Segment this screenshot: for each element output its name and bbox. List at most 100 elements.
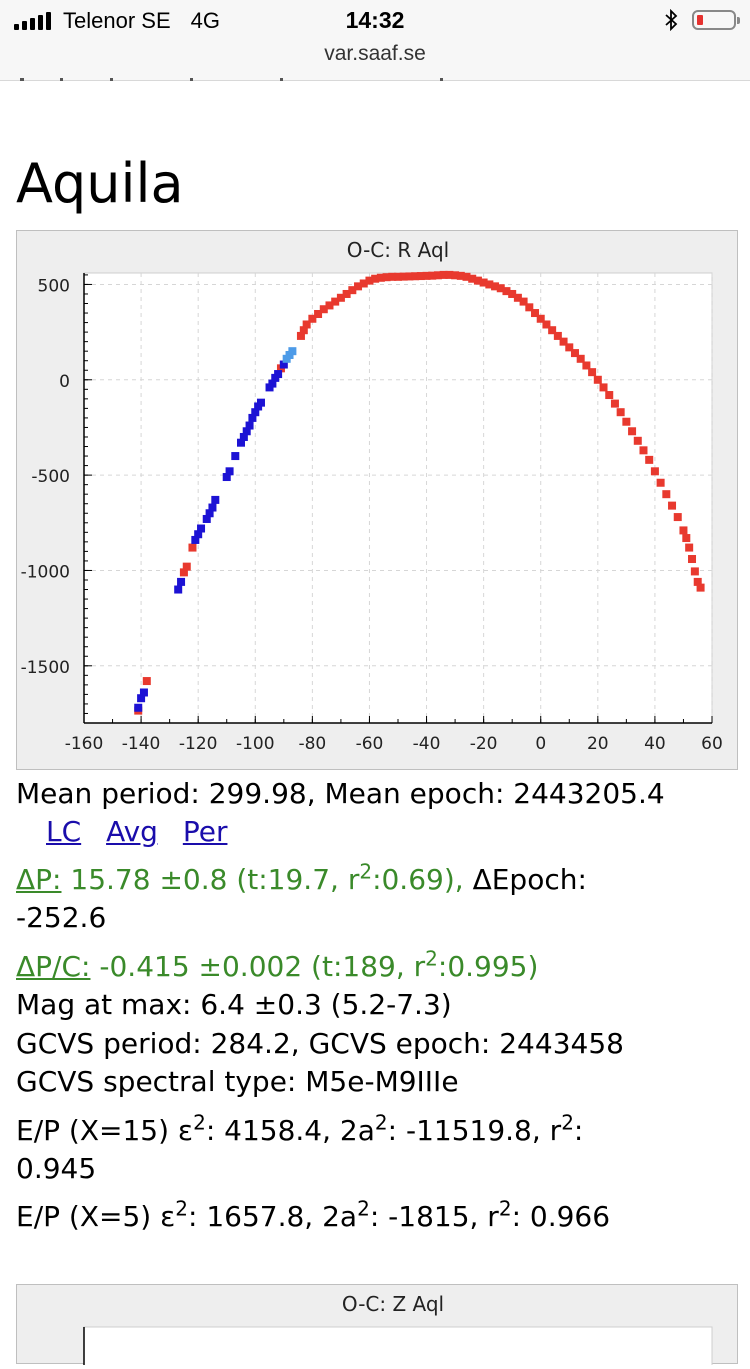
x-tick-label: -100	[236, 734, 275, 754]
y-tick-label: 500	[38, 276, 70, 296]
delta-period-value: 15.78 ±0.8 (t:19.7, r	[61, 863, 360, 896]
superscript: 2	[374, 1110, 388, 1135]
delta-epoch-label: ΔEpoch:	[463, 863, 587, 896]
cut-off-text-row	[0, 68, 750, 82]
x-tick-label: 40	[644, 734, 666, 754]
superscript: 2	[561, 1110, 574, 1135]
data-point	[174, 585, 183, 594]
data-point	[405, 272, 414, 281]
data-point	[354, 282, 363, 291]
battery-icon	[692, 10, 740, 30]
data-point	[208, 503, 217, 512]
data-point	[376, 273, 385, 282]
data-point	[256, 398, 265, 407]
superscript: 2	[357, 1196, 370, 1221]
address-bar[interactable]: var.saaf.se	[324, 42, 426, 65]
data-point	[134, 703, 143, 712]
data-point	[682, 534, 691, 543]
data-point	[342, 289, 351, 298]
links-row: LC Avg Per	[46, 815, 227, 849]
superscript: 2	[359, 859, 373, 884]
ep-x5-line: E/P (X=5) ε2: 1657.8, 2a2: -1815, r2: 0.…	[16, 1196, 610, 1234]
data-point	[299, 326, 308, 335]
data-point	[205, 509, 214, 518]
data-point	[462, 272, 471, 281]
data-point	[513, 293, 522, 302]
data-point	[690, 567, 699, 576]
superscript: 2	[193, 1110, 206, 1135]
data-point	[191, 535, 200, 544]
ep-x5-a: E/P (X=5) ε	[16, 1200, 176, 1233]
data-point	[382, 273, 391, 282]
ep-x15-c: : -11519.8, r	[387, 1114, 562, 1147]
data-point	[445, 270, 454, 279]
data-point	[394, 272, 402, 281]
data-point	[696, 583, 705, 592]
superscript: 2	[498, 1196, 512, 1221]
data-point	[274, 370, 283, 379]
data-point	[650, 467, 659, 476]
x-tick-label: 60	[701, 734, 723, 754]
data-point	[231, 452, 240, 461]
link-lc[interactable]: LC	[46, 815, 82, 848]
plot-area	[83, 272, 713, 724]
data-point	[656, 478, 665, 487]
data-point	[485, 280, 494, 289]
signal-strength-icon	[14, 12, 51, 30]
data-point	[531, 309, 540, 318]
data-point	[308, 314, 317, 323]
bluetooth-icon	[665, 9, 678, 31]
data-point	[693, 577, 702, 586]
data-point	[536, 314, 545, 323]
data-point	[242, 427, 251, 436]
data-point	[570, 349, 579, 358]
data-point	[371, 274, 380, 283]
data-point	[288, 347, 297, 356]
carrier-name: Telenor SE	[63, 8, 171, 33]
data-point	[194, 530, 203, 539]
status-icons	[664, 9, 740, 31]
data-point	[268, 379, 277, 388]
data-point	[576, 354, 585, 363]
delta-pc-link[interactable]: ΔP/C:	[16, 950, 91, 983]
data-point	[211, 495, 220, 504]
x-tick-label: -20	[470, 734, 498, 754]
data-point	[237, 438, 245, 447]
data-point	[593, 375, 602, 384]
data-point	[559, 337, 568, 346]
data-point	[137, 694, 146, 703]
data-point	[388, 272, 397, 281]
data-point	[239, 432, 248, 441]
data-point	[428, 271, 437, 280]
data-point	[336, 293, 345, 302]
data-point	[662, 490, 671, 499]
data-point	[279, 360, 288, 369]
data-point	[456, 271, 465, 280]
data-point	[325, 301, 334, 310]
link-per[interactable]: Per	[182, 815, 228, 848]
data-point	[582, 361, 591, 370]
data-point	[439, 270, 448, 279]
delta-period-line: ΔP: 15.78 ±0.8 (t:19.7, r2:0.69), ΔEpoch…	[16, 859, 587, 897]
y-tick-label: -1000	[21, 562, 70, 582]
data-point	[491, 282, 500, 291]
data-point	[639, 446, 648, 455]
carrier-group: Telenor SE 4G	[14, 8, 220, 34]
data-point	[182, 562, 191, 571]
x-tick-label: -160	[65, 734, 104, 754]
clock: 14:32	[345, 7, 405, 33]
data-point	[565, 343, 574, 352]
data-point	[222, 473, 231, 482]
delta-period-link[interactable]: ΔP:	[16, 863, 62, 896]
data-point	[508, 289, 517, 298]
ep-x15-r2-value: 0.945	[16, 1152, 97, 1185]
data-point	[496, 284, 505, 293]
data-point	[616, 408, 625, 417]
data-point	[422, 271, 431, 280]
link-avg[interactable]: Avg	[106, 815, 158, 848]
data-point	[468, 274, 477, 283]
x-tick-label: -60	[356, 734, 384, 754]
data-point	[188, 543, 197, 552]
ep-x5-c: : -1815, r	[369, 1200, 499, 1233]
ep-x15-a: E/P (X=15) ε	[16, 1114, 194, 1147]
